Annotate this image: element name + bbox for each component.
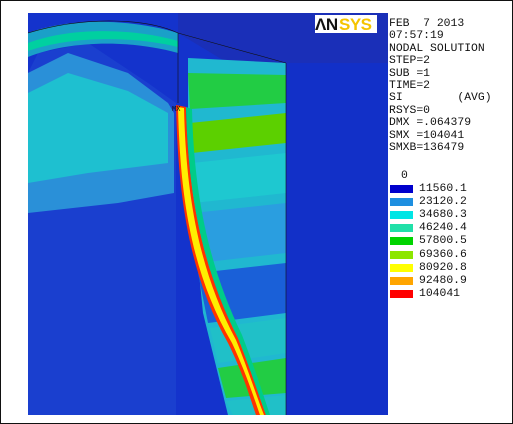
legend-value: 104041: [419, 287, 461, 300]
legend-swatch: [390, 250, 413, 259]
legend-value: 34680.3: [419, 209, 467, 222]
info-solution-type: NODAL SOLUTION: [389, 42, 485, 55]
info-step: STEP=2: [389, 55, 431, 68]
info-smxb: SMXB=136479: [389, 141, 465, 154]
legend-swatch: [390, 237, 413, 246]
legend-value: 46240.4: [419, 222, 467, 235]
info-sub: SUB =1: [389, 67, 431, 80]
legend-row: 11560.1: [389, 183, 511, 196]
model-stripe-cyan-1: [192, 153, 286, 203]
legend-value: 11560.1: [419, 183, 467, 195]
legend-value: 23120.2: [419, 196, 467, 209]
legend-row: 92480.9: [389, 275, 511, 288]
model-left-upper-inner: [28, 73, 168, 183]
model-top-band: [28, 21, 178, 57]
model-viewport[interactable]: MX: [28, 13, 388, 415]
legend-swatch: [390, 289, 413, 298]
legend-swatch: [390, 263, 413, 272]
legend-swatch: [390, 276, 413, 285]
solution-info: FEB 7 2013 07:57:19 NODAL SOLUTION STEP=…: [389, 18, 511, 154]
model-edge-line: [28, 20, 179, 34]
legend-row: 46240.4: [389, 222, 511, 235]
ansys-logo: ΛN SYS: [315, 15, 377, 34]
legend-row: 23120.2: [389, 196, 511, 209]
info-rsys: RSYS=0: [389, 104, 431, 117]
legend-row: 80920.8: [389, 262, 511, 275]
legend-swatch: [390, 198, 413, 207]
logo-an: ΛN: [315, 15, 338, 33]
model-edge-line-4: [177, 32, 287, 64]
model-top-band-inner: [28, 31, 178, 51]
legend-row: 57800.5: [389, 235, 511, 248]
legend-row: 69360.6: [389, 249, 511, 262]
max-marker: MX: [172, 106, 181, 114]
legend-min-label: 0: [401, 170, 408, 182]
info-quantity: SI (AVG): [389, 92, 492, 105]
model-right-face: [286, 63, 388, 415]
logo-sys: SYS: [339, 15, 372, 33]
model-stripe-green-2: [190, 113, 286, 153]
legend-swatch: [390, 211, 413, 220]
legend-row: 34680.3: [389, 209, 511, 222]
info-dmx: DMX =.064379: [389, 117, 472, 130]
info-time-value: TIME=2: [389, 79, 431, 92]
legend-row: 104041: [389, 288, 511, 301]
info-time: 07:57:19: [389, 30, 444, 43]
legend-value: 69360.6: [419, 248, 467, 261]
legend-swatch: [390, 224, 413, 233]
legend-value: 92480.9: [419, 274, 467, 287]
model-stripe-blue-1: [193, 203, 286, 263]
info-date: FEB 7 2013: [389, 18, 465, 30]
model-stripe-green-1: [188, 73, 286, 109]
info-smx: SMX =104041: [389, 129, 465, 142]
legend-value: 57800.5: [419, 235, 467, 248]
legend-value: 80920.8: [419, 261, 467, 274]
legend-swatch: [390, 185, 413, 193]
